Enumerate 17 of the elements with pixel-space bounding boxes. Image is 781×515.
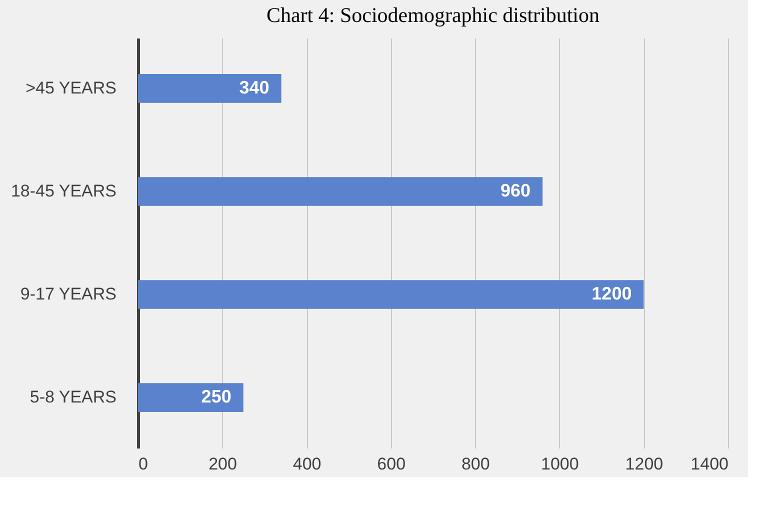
x-tick-label: 1200 [625, 454, 664, 474]
data-label: 1200 [592, 284, 632, 304]
y-tick-label: 18-45 YEARS [10, 181, 116, 200]
y-tick-label: 5-8 YEARS [30, 388, 116, 407]
x-tick-label: 1000 [541, 454, 579, 474]
x-tick-label: 600 [377, 454, 406, 474]
x-tick-label: 1400 [690, 454, 728, 474]
data-label: 340 [239, 77, 270, 98]
data-label: 960 [500, 180, 531, 200]
chart-title: Chart 4: Sociodemographic distribution [266, 3, 600, 27]
y-tick-label: 9-17 YEARS [20, 284, 116, 304]
data-label: 250 [201, 386, 232, 407]
x-tick-label: 200 [208, 454, 237, 474]
y-tick-label: >45 YEARS [26, 78, 116, 98]
x-tick-label: 800 [461, 454, 490, 474]
x-tick-label: 0 [138, 454, 148, 474]
x-tick-label: 400 [292, 454, 322, 474]
